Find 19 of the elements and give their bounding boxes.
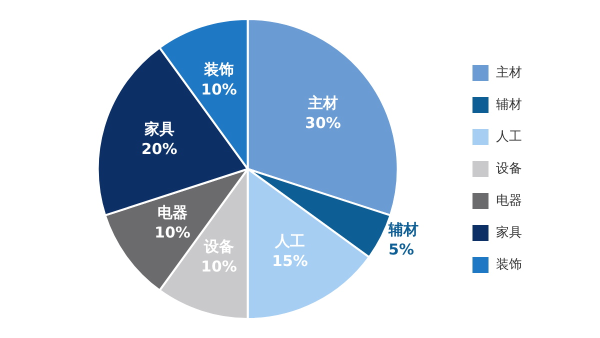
- data-label: 30%: [305, 114, 341, 132]
- slice-label: 人工: [274, 232, 305, 250]
- slice-label: 主材: [306, 94, 338, 112]
- slice-label: 电器: [158, 204, 188, 222]
- legend-label: 家具: [496, 224, 522, 240]
- legend-label: 电器: [496, 193, 522, 208]
- slice-label: 辅材: [388, 220, 419, 239]
- legend-label: 辅材: [496, 97, 522, 112]
- legend-label: 设备: [496, 161, 522, 176]
- data-label: 20%: [141, 140, 178, 158]
- legend-label: 装饰: [496, 257, 522, 272]
- slice-label: 家具: [143, 120, 174, 138]
- legend-label: 人工: [496, 129, 522, 144]
- data-label: 5%: [388, 240, 414, 259]
- data-label: 10%: [154, 224, 190, 242]
- data-label: 10%: [201, 80, 237, 98]
- legend-label: 主材: [496, 64, 522, 80]
- slice-label: 装饰: [203, 60, 234, 78]
- data-label: 15%: [272, 252, 308, 270]
